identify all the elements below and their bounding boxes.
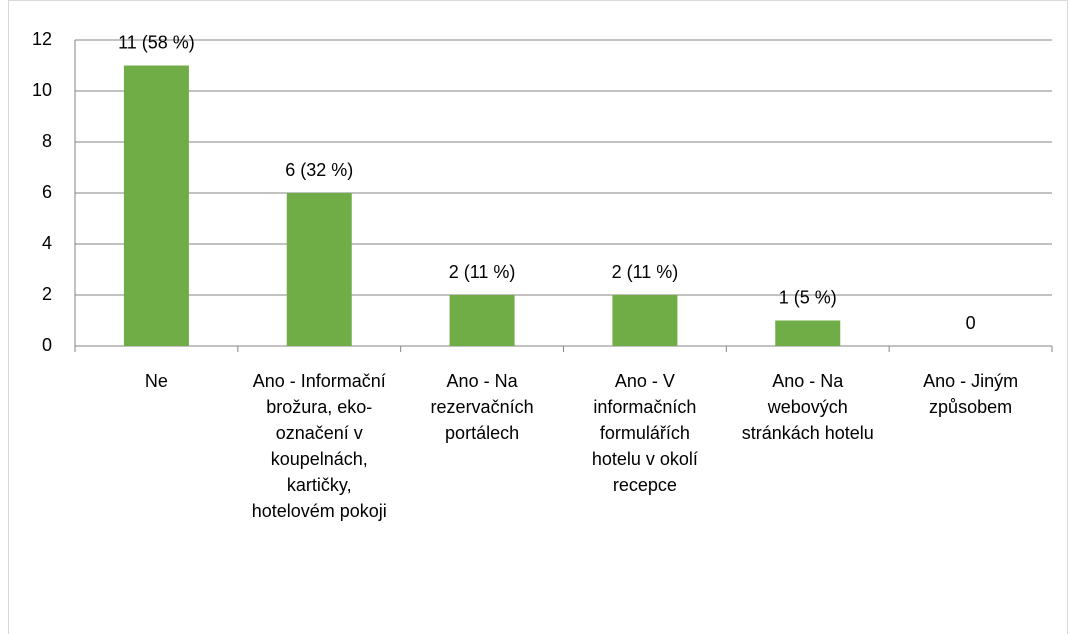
y-tick-label: 0	[42, 335, 52, 355]
x-tick-label: Ano - Informační brožura, eko-označení v…	[251, 371, 387, 521]
y-tick-label: 10	[32, 80, 52, 100]
data-label: 2 (11 %)	[612, 262, 679, 282]
x-tick-label: Ano - Jiným způsobem	[923, 371, 1019, 417]
bar	[449, 295, 515, 346]
y-tick-label: 4	[42, 233, 52, 253]
x-tick-label: Ano - Na rezervačních portálech	[430, 371, 534, 443]
bar	[123, 65, 189, 346]
bar	[775, 320, 841, 346]
y-tick-label: 12	[32, 29, 52, 49]
y-tick-label: 2	[42, 284, 52, 304]
data-label: 0	[966, 313, 976, 333]
x-tick-label: Ne	[144, 371, 168, 391]
x-tick-label: Ano - V informačních formulářích hotelu …	[591, 371, 698, 495]
data-label: 2 (11 %)	[449, 262, 516, 282]
x-tick-label: Ano - Na webových stránkách hotelu	[741, 371, 874, 443]
bar	[286, 193, 352, 346]
chart-border	[8, 0, 1068, 634]
bar	[612, 295, 678, 346]
y-tick-label: 6	[42, 182, 52, 202]
y-tick-label: 8	[42, 131, 52, 151]
data-label: 11 (58 %)	[118, 32, 195, 52]
data-label: 1 (5 %)	[779, 287, 837, 307]
data-label: 6 (32 %)	[285, 160, 353, 180]
